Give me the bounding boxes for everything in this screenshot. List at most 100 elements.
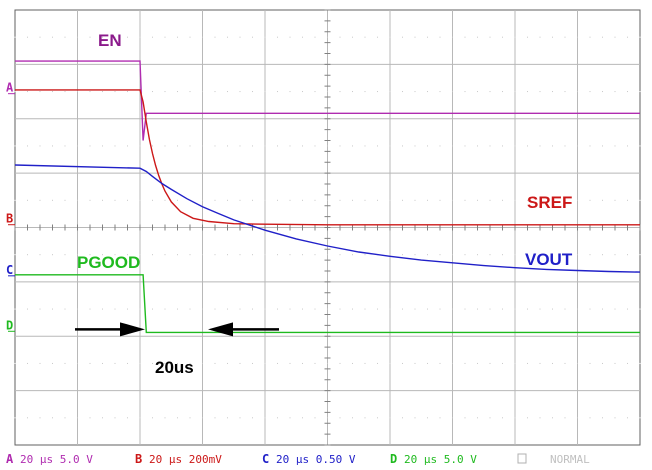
grid-dot xyxy=(415,37,416,38)
grid-dot xyxy=(602,37,603,38)
grid-dot xyxy=(115,145,116,146)
grid-dot xyxy=(265,145,266,146)
grid-dot xyxy=(627,309,628,310)
grid-dot xyxy=(377,309,378,310)
grid-dot xyxy=(115,309,116,310)
grid-dot xyxy=(502,37,503,38)
grid-dot xyxy=(352,91,353,92)
grid-dot xyxy=(340,200,341,201)
grid-dot xyxy=(427,91,428,92)
grid-dot xyxy=(165,200,166,201)
grid-dot xyxy=(265,37,266,38)
footer-channel-setting-c: 20 µs 0.50 V xyxy=(276,453,356,466)
grid-dot xyxy=(390,254,391,255)
grid-dot xyxy=(65,37,66,38)
grid-dot xyxy=(465,363,466,364)
grid-dot xyxy=(102,145,103,146)
grid-dot xyxy=(152,37,153,38)
grid-dot xyxy=(502,309,503,310)
grid-dot xyxy=(15,309,16,310)
grid-dot xyxy=(252,91,253,92)
grid-dot xyxy=(90,145,91,146)
channel-marker-d: D xyxy=(6,318,13,332)
grid-dot xyxy=(265,417,266,418)
grid-dot xyxy=(365,91,366,92)
grid-dot xyxy=(365,363,366,364)
grid-dot xyxy=(177,91,178,92)
grid-dot xyxy=(452,145,453,146)
channel-settings-footer: A 20 µs 5.0 V B 20 µs 200mV C 20 µs 0.50 V D 20… xyxy=(6,452,590,466)
grid-dot xyxy=(627,145,628,146)
grid-dot xyxy=(315,309,316,310)
grid-dot xyxy=(265,254,266,255)
grid-dot xyxy=(352,254,353,255)
grid-dot xyxy=(577,37,578,38)
grid-dot xyxy=(515,200,516,201)
grid-dot xyxy=(302,37,303,38)
grid-dot xyxy=(227,309,228,310)
grid-dot xyxy=(190,254,191,255)
grid-dot xyxy=(490,91,491,92)
grid-dot xyxy=(190,309,191,310)
grid-dot xyxy=(515,254,516,255)
grid-dot xyxy=(602,91,603,92)
grid-dot xyxy=(152,91,153,92)
grid-dot xyxy=(352,200,353,201)
grid-dot xyxy=(640,145,641,146)
grid-dot xyxy=(252,37,253,38)
grid-dot xyxy=(515,91,516,92)
grid-dot xyxy=(465,200,466,201)
grid-dot xyxy=(277,91,278,92)
grid-dot xyxy=(290,200,291,201)
grid-dot xyxy=(390,417,391,418)
grid-dot xyxy=(640,200,641,201)
grid-dot xyxy=(615,363,616,364)
grid-dot xyxy=(515,363,516,364)
grid-dot xyxy=(377,363,378,364)
grid-dot xyxy=(602,363,603,364)
grid-dot xyxy=(477,363,478,364)
footer-channel-key-b: B xyxy=(135,452,142,466)
grid-dot xyxy=(390,37,391,38)
grid-dot xyxy=(27,309,28,310)
grid-dot xyxy=(165,91,166,92)
grid-dot xyxy=(77,363,78,364)
channel-marker-c: C xyxy=(6,263,13,277)
grid-dot xyxy=(290,145,291,146)
grid-dot xyxy=(402,145,403,146)
grid-dot xyxy=(240,363,241,364)
grid-dot xyxy=(215,254,216,255)
grid-dot xyxy=(540,145,541,146)
grid-dot xyxy=(190,37,191,38)
grid-dot xyxy=(177,309,178,310)
grid-dot xyxy=(90,37,91,38)
grid-dot xyxy=(302,145,303,146)
grid-dot xyxy=(515,145,516,146)
grid-dot xyxy=(502,363,503,364)
grid-dot xyxy=(102,309,103,310)
grid-dot xyxy=(165,145,166,146)
grid-dot xyxy=(465,145,466,146)
acquisition-mode: NORMAL xyxy=(550,453,590,466)
grid-dot xyxy=(490,363,491,364)
grid-dot xyxy=(527,363,528,364)
arrow-left-head xyxy=(208,322,233,336)
grid-dot xyxy=(177,37,178,38)
grid xyxy=(15,10,641,445)
grid-dot xyxy=(165,37,166,38)
grid-dot xyxy=(452,254,453,255)
grid-dot xyxy=(577,254,578,255)
grid-dot xyxy=(277,417,278,418)
grid-dot xyxy=(465,254,466,255)
grid-dot xyxy=(402,200,403,201)
grid-dot xyxy=(40,363,41,364)
grid-dot xyxy=(177,200,178,201)
grid-dot xyxy=(327,145,328,146)
grid-dot xyxy=(577,417,578,418)
grid-dot xyxy=(640,37,641,38)
grid-dot xyxy=(190,91,191,92)
grid-dot xyxy=(327,37,328,38)
grid-dot xyxy=(427,200,428,201)
grid-dot xyxy=(40,145,41,146)
grid-dot xyxy=(490,417,491,418)
